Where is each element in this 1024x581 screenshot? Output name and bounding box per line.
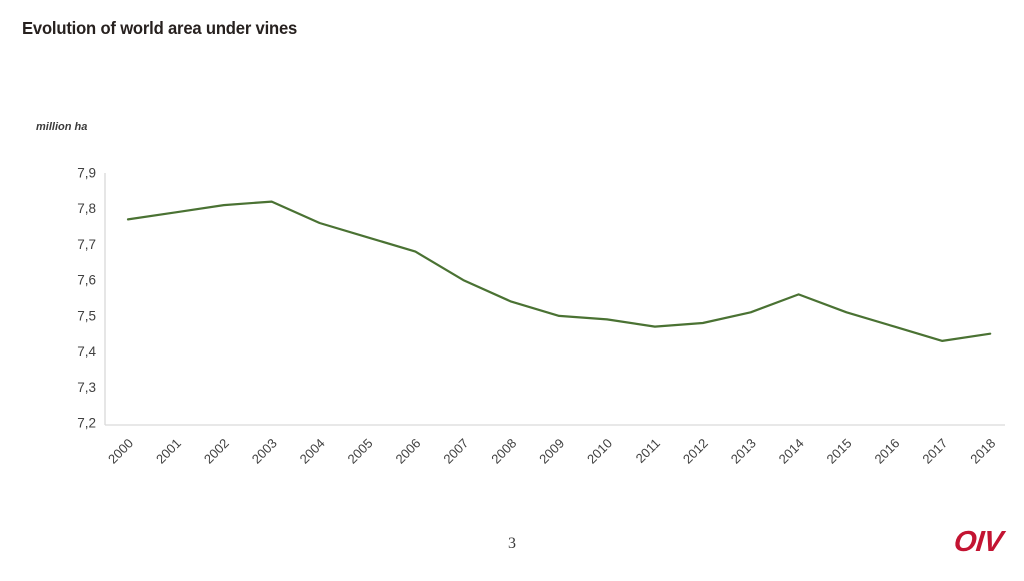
y-tick-label: 7,3: [77, 380, 96, 395]
page-title: Evolution of world area under vines: [22, 18, 298, 38]
y-tick-label: 7,9: [77, 166, 96, 181]
y-axis-unit-label: million ha: [36, 121, 88, 133]
x-tick-label: 2014: [776, 436, 807, 467]
y-tick-label: 7,5: [77, 308, 96, 323]
x-tick-label: 2007: [440, 436, 471, 467]
y-tick-label: 7,4: [77, 344, 96, 359]
x-tick-label: 2011: [633, 436, 663, 466]
x-tick-label: 2003: [249, 436, 280, 467]
oiv-logo: OIV: [951, 526, 1004, 558]
x-tick-label: 2010: [584, 436, 615, 467]
x-tick-label: 2016: [871, 436, 902, 467]
x-tick-label: 2009: [536, 436, 567, 467]
y-tick-label: 7,6: [77, 273, 96, 288]
page-number: 3: [508, 535, 516, 552]
x-tick-label: 2000: [105, 436, 136, 467]
y-tick-label: 7,2: [77, 416, 96, 431]
x-tick-label: 2004: [297, 436, 328, 467]
y-tick-label: 7,7: [77, 237, 96, 252]
x-tick-label: 2001: [153, 436, 184, 467]
x-tick-label: 2013: [728, 436, 759, 467]
x-tick-label: 2005: [345, 436, 376, 467]
x-tick-label: 2015: [824, 436, 855, 467]
x-tick-label: 2006: [392, 436, 423, 467]
x-tick-label: 2012: [680, 436, 711, 467]
x-tick-label: 2002: [201, 436, 232, 467]
x-tick-label: 2017: [919, 436, 950, 467]
x-tick-label: 2008: [488, 436, 519, 467]
vines-line-series: [126, 200, 992, 342]
x-tick-label: 2018: [967, 436, 998, 467]
y-tick-label: 7,8: [77, 201, 96, 216]
